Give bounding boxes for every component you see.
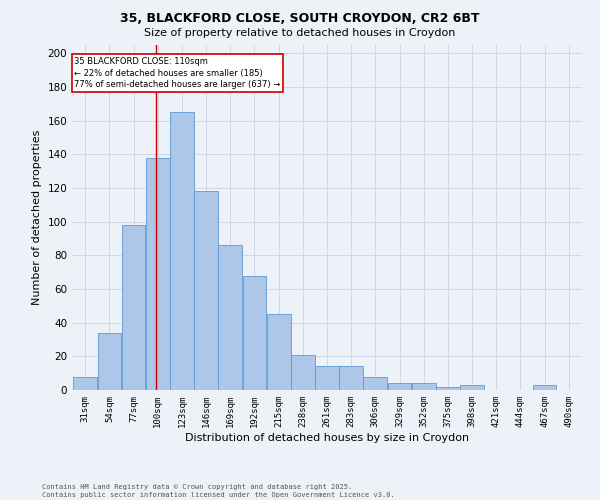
Bar bbox=[122, 225, 145, 390]
Bar bbox=[170, 112, 194, 390]
Bar bbox=[194, 192, 218, 390]
Bar bbox=[73, 376, 97, 390]
Bar bbox=[340, 366, 363, 390]
Bar bbox=[242, 276, 266, 390]
Bar bbox=[98, 333, 121, 390]
Bar bbox=[412, 384, 436, 390]
Text: 35, BLACKFORD CLOSE, SOUTH CROYDON, CR2 6BT: 35, BLACKFORD CLOSE, SOUTH CROYDON, CR2 … bbox=[120, 12, 480, 26]
Bar bbox=[267, 314, 290, 390]
Text: Contains HM Land Registry data © Crown copyright and database right 2025.
Contai: Contains HM Land Registry data © Crown c… bbox=[42, 484, 395, 498]
Bar bbox=[218, 246, 242, 390]
Bar bbox=[146, 158, 170, 390]
Bar bbox=[460, 385, 484, 390]
Bar bbox=[533, 385, 556, 390]
Bar bbox=[364, 376, 387, 390]
Bar bbox=[315, 366, 339, 390]
X-axis label: Distribution of detached houses by size in Croydon: Distribution of detached houses by size … bbox=[185, 432, 469, 442]
Text: 35 BLACKFORD CLOSE: 110sqm
← 22% of detached houses are smaller (185)
77% of sem: 35 BLACKFORD CLOSE: 110sqm ← 22% of deta… bbox=[74, 57, 281, 90]
Y-axis label: Number of detached properties: Number of detached properties bbox=[32, 130, 42, 305]
Text: Size of property relative to detached houses in Croydon: Size of property relative to detached ho… bbox=[145, 28, 455, 38]
Bar bbox=[436, 386, 460, 390]
Bar bbox=[291, 354, 314, 390]
Bar bbox=[388, 384, 412, 390]
